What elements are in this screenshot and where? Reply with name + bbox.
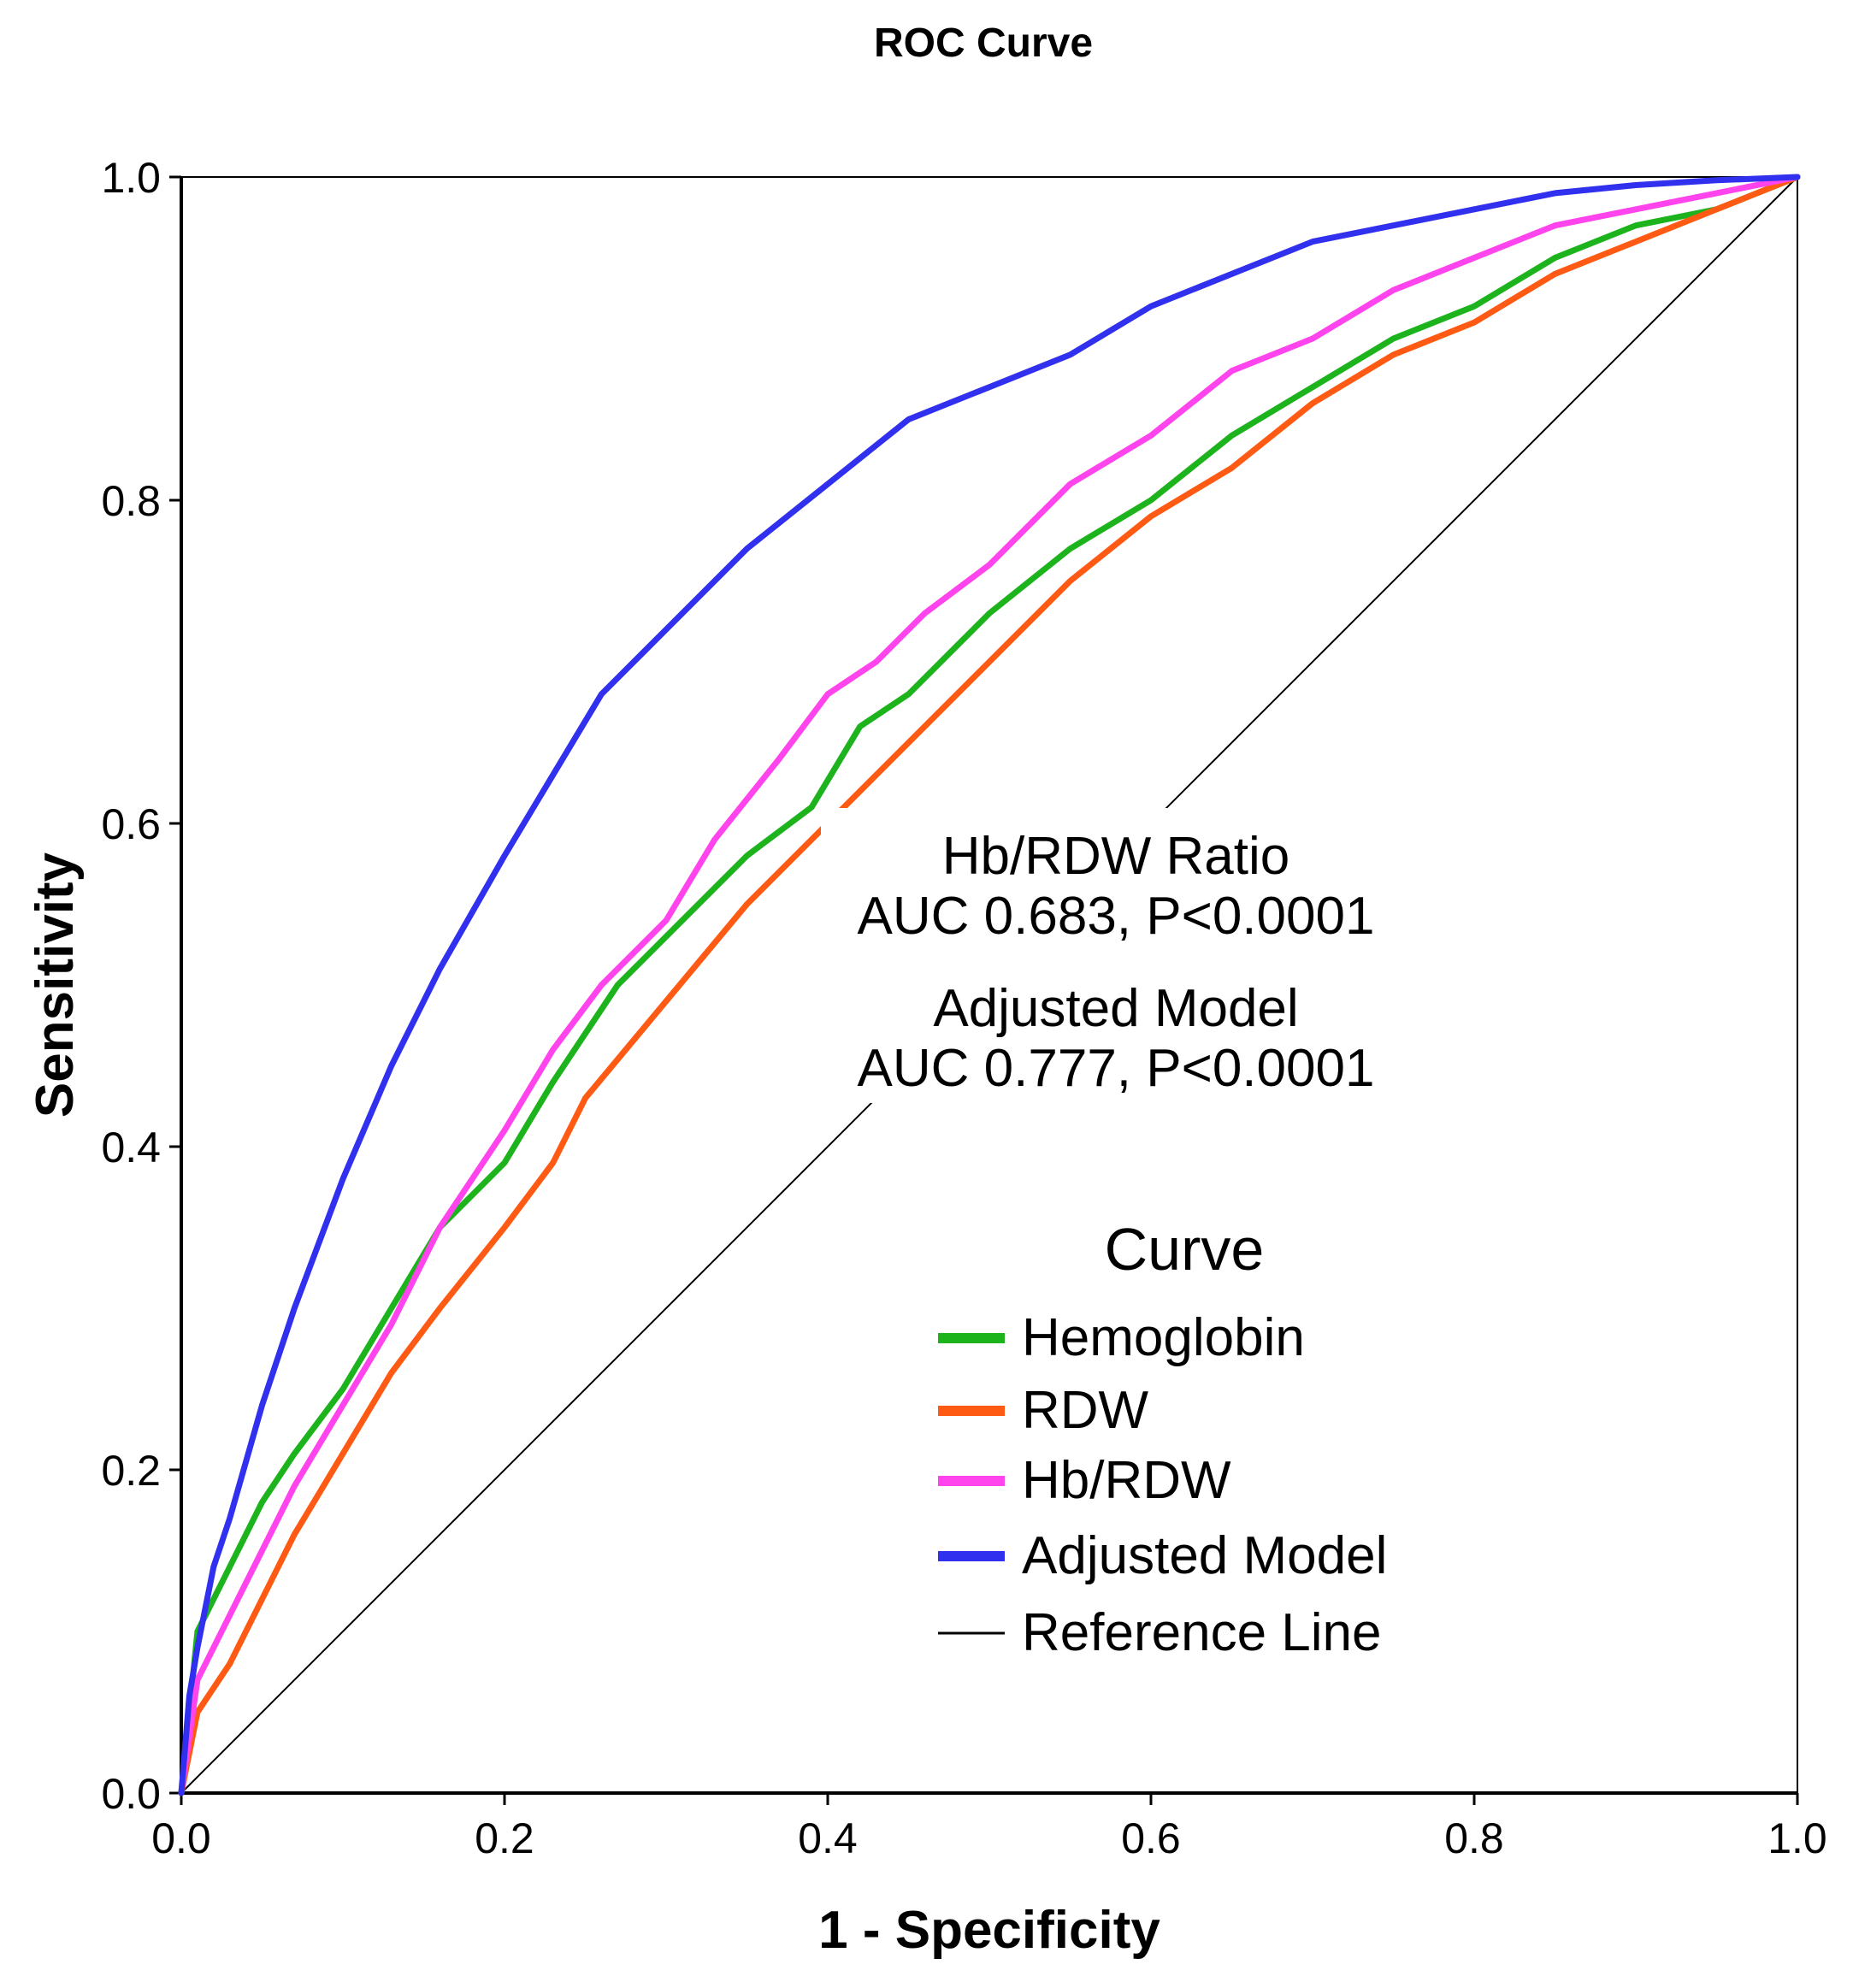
annotation-background xyxy=(821,808,1419,1103)
legend-label: Reference Line xyxy=(1022,1603,1382,1662)
annotation-hb-rdw-name: Hb/RDW Ratio xyxy=(942,827,1290,886)
legend-title: Curve xyxy=(1105,1216,1265,1283)
annotation-adjusted-auc: AUC 0.777, P<0.0001 xyxy=(858,1039,1375,1098)
y-axis-label: Sensitivity xyxy=(26,852,85,1118)
legend-entries: Hemoglobin RDW Hb/RDW Adjusted Model Referen… xyxy=(938,1308,1387,1662)
y-tick-label: 0.2 xyxy=(101,1447,161,1495)
chart-title: ROC Curve xyxy=(874,21,1093,66)
series-rdw-line xyxy=(178,174,1801,1796)
annotation-adjusted-name: Adjusted Model xyxy=(933,979,1298,1038)
legend-label: RDW xyxy=(1022,1381,1149,1440)
annotation-hb-rdw-auc: AUC 0.683, P<0.0001 xyxy=(858,887,1375,946)
y-tick-label: 0.4 xyxy=(101,1124,161,1171)
x-tick-label: 0.0 xyxy=(151,1814,211,1862)
series-adjusted-model-line xyxy=(178,174,1801,1796)
plot-area: 0.0 0.2 0.4 0.6 0.8 1.0 0.0 0.2 0.4 0.6 0.8 1.0 xyxy=(101,154,1826,1862)
series-hemoglobin-line xyxy=(178,174,1801,1796)
legend: Curve Hemoglobin RDW Hb/RDW Adjusted Model R… xyxy=(938,1216,1387,1662)
legend-label: Hb/RDW xyxy=(1022,1451,1231,1510)
series-layer xyxy=(178,174,1801,1796)
y-tick-label: 0.6 xyxy=(101,800,161,848)
x-ticks: 0.0 0.2 0.4 0.6 0.8 1.0 xyxy=(151,1793,1827,1862)
x-tick-label: 0.4 xyxy=(798,1814,858,1862)
x-tick-label: 0.2 xyxy=(475,1814,534,1862)
legend-label: Adjusted Model xyxy=(1022,1526,1387,1585)
y-tick-label: 0.8 xyxy=(101,477,161,525)
y-ticks: 0.0 0.2 0.4 0.6 0.8 1.0 xyxy=(101,154,181,1818)
x-axis-label: 1 - Specificity xyxy=(818,1901,1160,1960)
x-tick-label: 1.0 xyxy=(1767,1814,1827,1862)
y-tick-label: 0.0 xyxy=(101,1770,161,1818)
x-tick-label: 0.6 xyxy=(1121,1814,1181,1862)
y-tick-label: 1.0 xyxy=(101,154,161,202)
x-tick-label: 0.8 xyxy=(1444,1814,1504,1862)
legend-label: Hemoglobin xyxy=(1022,1308,1305,1367)
series-hb-rdw-line xyxy=(178,174,1801,1796)
